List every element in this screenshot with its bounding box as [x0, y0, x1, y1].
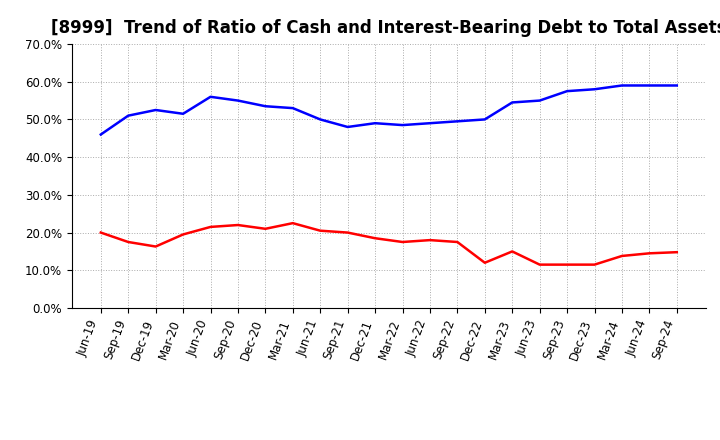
Interest-Bearing Debt — [261, 103, 270, 109]
Interest-Bearing Debt — [672, 83, 681, 88]
Interest-Bearing Debt — [618, 83, 626, 88]
Interest-Bearing Debt — [96, 132, 105, 137]
Interest-Bearing Debt — [480, 117, 489, 122]
Interest-Bearing Debt — [316, 117, 325, 122]
Cash — [206, 224, 215, 230]
Interest-Bearing Debt — [645, 83, 654, 88]
Cash — [645, 251, 654, 256]
Cash — [233, 222, 242, 227]
Interest-Bearing Debt — [426, 121, 434, 126]
Interest-Bearing Debt — [289, 106, 297, 111]
Interest-Bearing Debt — [179, 111, 187, 117]
Interest-Bearing Debt — [453, 119, 462, 124]
Cash — [480, 260, 489, 265]
Cash — [618, 253, 626, 259]
Interest-Bearing Debt — [343, 125, 352, 130]
Cash — [151, 244, 160, 249]
Interest-Bearing Debt — [398, 122, 407, 128]
Cash — [371, 235, 379, 241]
Cash — [398, 239, 407, 245]
Cash — [426, 238, 434, 243]
Interest-Bearing Debt — [124, 113, 132, 118]
Cash — [536, 262, 544, 267]
Interest-Bearing Debt — [590, 87, 599, 92]
Interest-Bearing Debt — [206, 94, 215, 99]
Cash — [453, 239, 462, 245]
Cash — [261, 226, 270, 231]
Interest-Bearing Debt — [151, 107, 160, 113]
Line: Interest-Bearing Debt: Interest-Bearing Debt — [101, 85, 677, 135]
Cash — [508, 249, 516, 254]
Interest-Bearing Debt — [536, 98, 544, 103]
Interest-Bearing Debt — [371, 121, 379, 126]
Cash — [590, 262, 599, 267]
Cash — [289, 220, 297, 226]
Cash — [179, 232, 187, 237]
Interest-Bearing Debt — [563, 88, 572, 94]
Cash — [343, 230, 352, 235]
Cash — [316, 228, 325, 233]
Interest-Bearing Debt — [508, 100, 516, 105]
Interest-Bearing Debt — [233, 98, 242, 103]
Cash — [124, 239, 132, 245]
Cash — [96, 230, 105, 235]
Line: Cash: Cash — [101, 223, 677, 264]
Title: [8999]  Trend of Ratio of Cash and Interest-Bearing Debt to Total Assets: [8999] Trend of Ratio of Cash and Intere… — [51, 19, 720, 37]
Cash — [672, 249, 681, 255]
Cash — [563, 262, 572, 267]
